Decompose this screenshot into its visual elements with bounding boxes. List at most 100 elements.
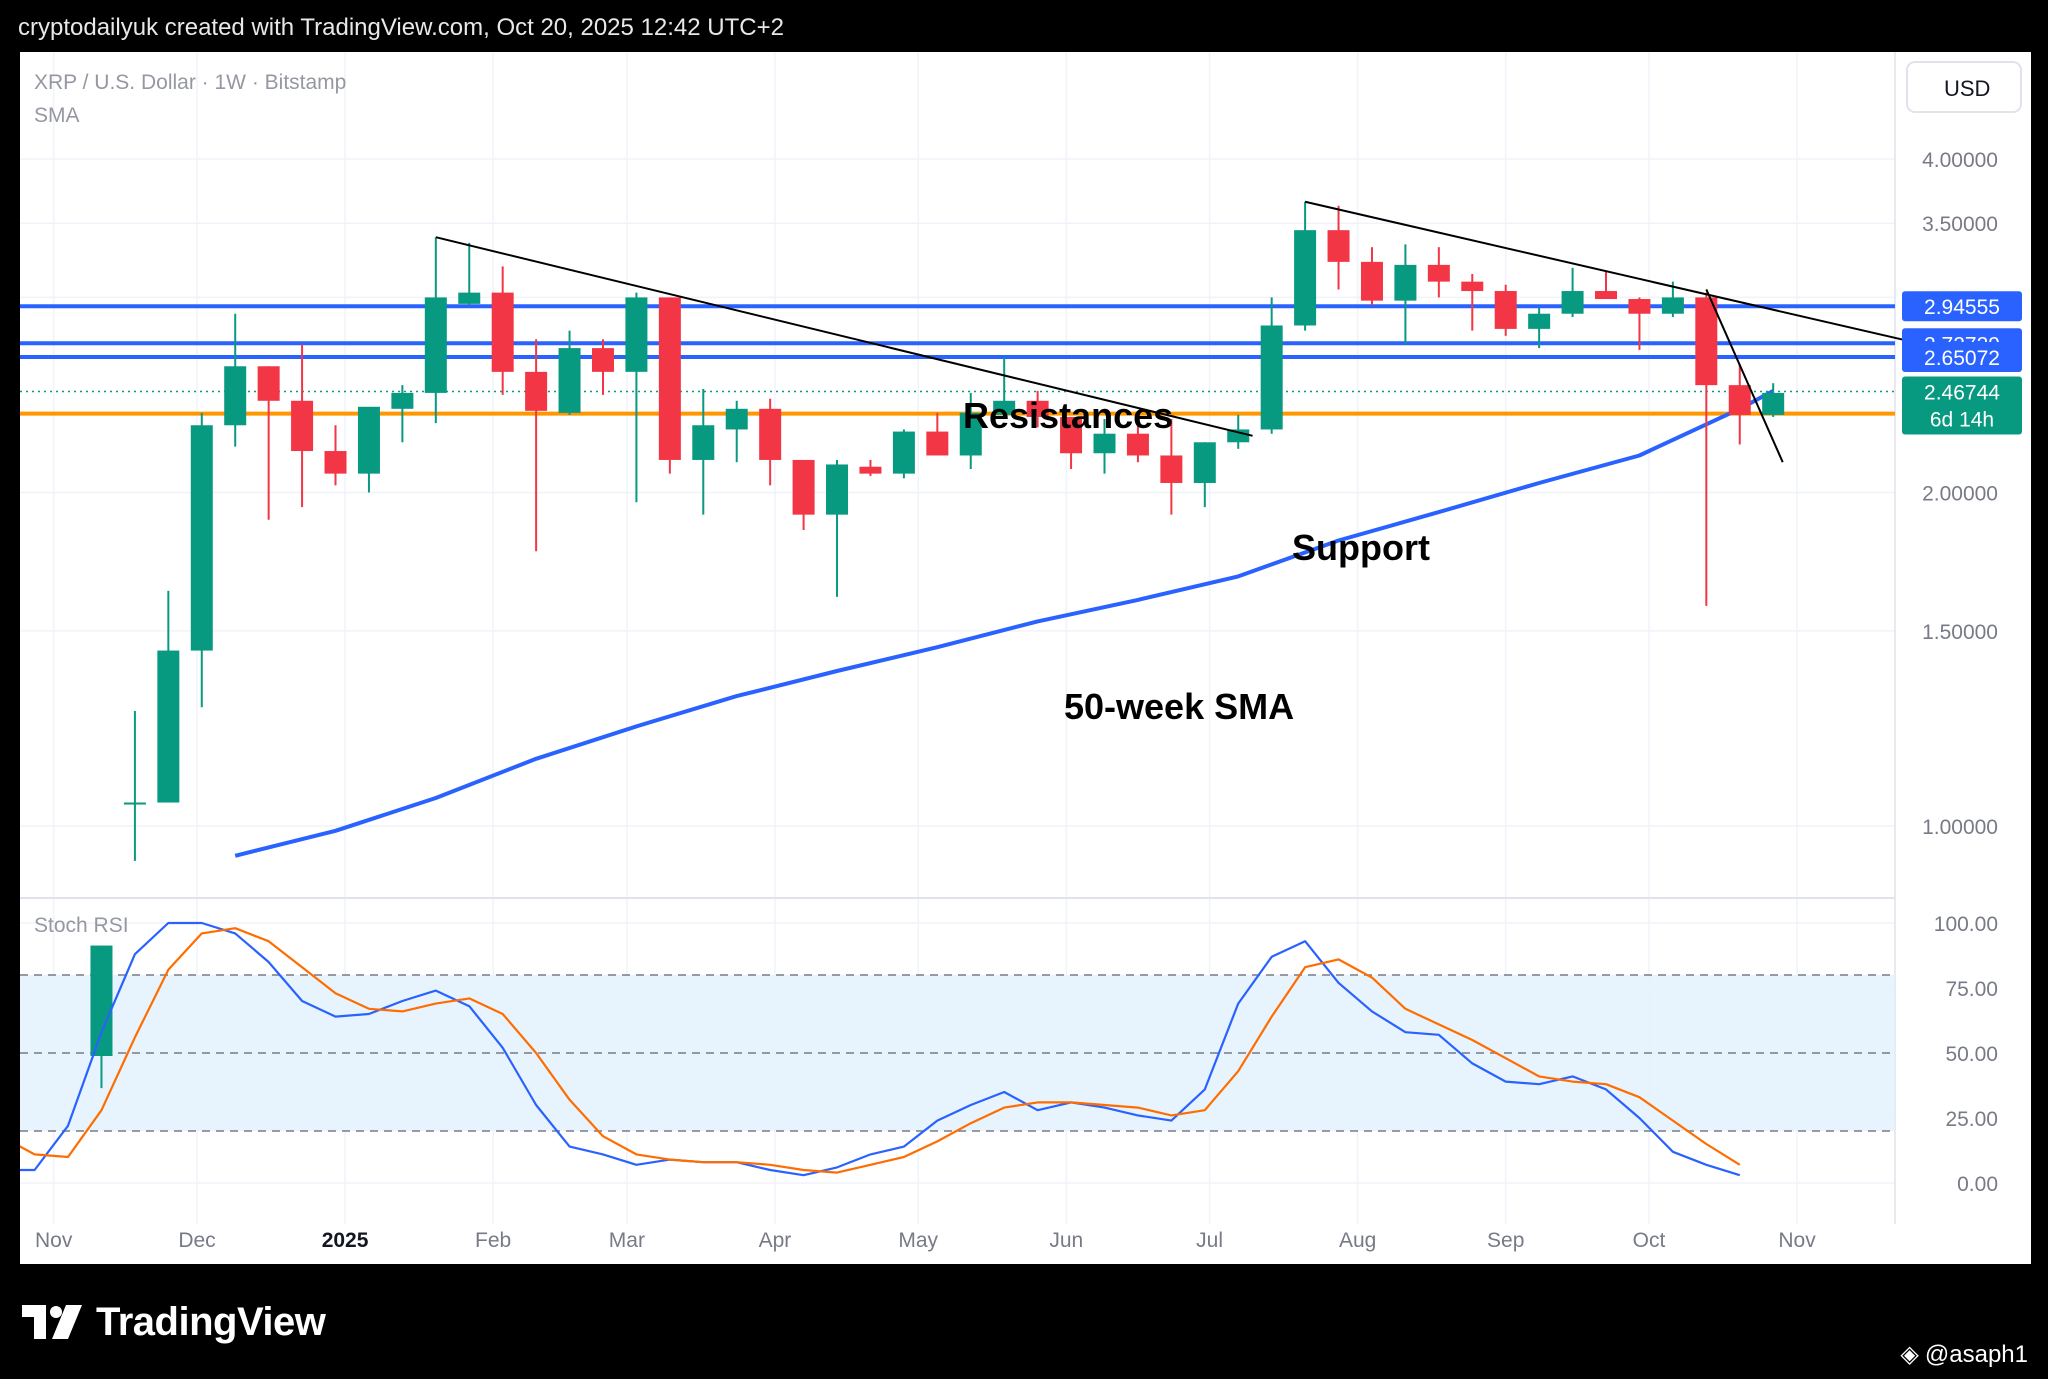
level-price-label: 2.94555 bbox=[1924, 296, 2000, 319]
currency-button-label: USD bbox=[1944, 76, 1990, 101]
x-tick-label: Oct bbox=[1633, 1229, 1666, 1252]
candle-body-up bbox=[123, 802, 146, 805]
last-price-countdown: 6d 14h bbox=[1930, 408, 1994, 431]
candle-body-down bbox=[291, 400, 314, 452]
candle-body-up bbox=[190, 425, 213, 651]
stoch-rsi-layer bbox=[20, 921, 1741, 1177]
candle-body-up bbox=[224, 366, 247, 426]
axis-layer: Nov Dec 2025 Feb Mar Apr May Jun Jul Aug Sep Oct Nov… bbox=[35, 149, 2022, 1252]
candle-body-up bbox=[558, 348, 581, 413]
sma-layer bbox=[234, 389, 1775, 858]
sma-indicator-label: SMA bbox=[34, 104, 80, 127]
candle-body-down bbox=[1026, 400, 1049, 417]
candle-body-up bbox=[1561, 291, 1584, 314]
trendline bbox=[435, 236, 1253, 437]
candle-body-up bbox=[458, 292, 481, 304]
tradingview-logo-icon bbox=[22, 1305, 82, 1339]
candle-body-down bbox=[324, 451, 347, 474]
binance-diamond-icon: ◈ bbox=[1900, 1341, 1919, 1368]
x-tick-label: Sep bbox=[1487, 1229, 1524, 1252]
y-tick-label: 1.50000 bbox=[1922, 621, 1998, 644]
chart-canvas[interactable]: XRP / U.S. Dollar · 1W · Bitstamp SMA St… bbox=[20, 52, 2031, 1264]
created-with-caption: cryptodailyuk created with TradingView.c… bbox=[18, 14, 784, 41]
candle-body-down bbox=[1126, 433, 1149, 456]
last-price-label: 2.46744 bbox=[1924, 381, 2000, 404]
x-tick-label: Aug bbox=[1339, 1229, 1376, 1252]
candle-body-up bbox=[1661, 297, 1684, 314]
candle-body-up bbox=[625, 297, 648, 372]
candle-body-up bbox=[157, 650, 180, 803]
x-tick-label: Dec bbox=[178, 1229, 215, 1252]
tradingview-logo-text: TradingView bbox=[96, 1299, 326, 1344]
y-tick-label: 1.00000 bbox=[1922, 816, 1998, 839]
stoch-y-tick-label: 100.00 bbox=[1934, 913, 1998, 936]
candle-body-down bbox=[926, 431, 949, 456]
labels-layer: XRP / U.S. Dollar · 1W · Bitstamp SMA St… bbox=[34, 71, 1430, 937]
candle-body-up bbox=[424, 297, 447, 393]
candle-body-up bbox=[1762, 392, 1785, 415]
author-credit: ◈ @asaph1 bbox=[1900, 1340, 2028, 1369]
candle-body-up bbox=[1394, 264, 1417, 301]
level-price-box bbox=[1902, 291, 2022, 322]
top-caption-bar: cryptodailyuk created with TradingView.c… bbox=[0, 0, 2048, 52]
candle-body-down bbox=[792, 459, 815, 515]
x-tick-label: Nov bbox=[1778, 1229, 1816, 1252]
candle-body-up bbox=[725, 408, 748, 430]
candle-body-down bbox=[1427, 264, 1450, 282]
candle-body-down bbox=[1461, 281, 1484, 292]
x-tick-label: Apr bbox=[759, 1229, 792, 1252]
candle-body-up bbox=[1528, 313, 1551, 329]
candle-body-down bbox=[1595, 291, 1618, 300]
candle-body-down bbox=[257, 366, 280, 401]
level-price-box bbox=[1902, 341, 2022, 372]
candle-body-up bbox=[692, 425, 715, 460]
stoch-y-tick-label: 25.00 bbox=[1945, 1108, 1998, 1131]
candle-body-down bbox=[1728, 385, 1751, 415]
trendline bbox=[1705, 289, 1784, 463]
y-tick-label: 4.00000 bbox=[1922, 149, 1998, 172]
x-tick-label: Nov bbox=[35, 1229, 73, 1252]
candle-body-down bbox=[1060, 416, 1083, 454]
stoch-y-tick-label: 75.00 bbox=[1945, 978, 1998, 1001]
candle-body-down bbox=[1360, 261, 1383, 301]
currency-button[interactable]: USD bbox=[1906, 61, 2022, 113]
y-tick-label: 2.00000 bbox=[1922, 483, 1998, 506]
tradingview-logo: TradingView bbox=[22, 1299, 326, 1344]
candle-body-down bbox=[1160, 455, 1183, 483]
stoch-rsi-label: Stoch RSI bbox=[34, 914, 129, 937]
candle-body-up bbox=[90, 945, 113, 1057]
x-tick-label: May bbox=[898, 1229, 938, 1252]
candle-body-down bbox=[759, 408, 782, 460]
x-tick-label: Mar bbox=[609, 1229, 645, 1252]
candle-body-up bbox=[1093, 433, 1116, 454]
candle-body-up bbox=[1294, 230, 1317, 326]
candle-body-up bbox=[959, 412, 982, 456]
candle-body-up bbox=[1193, 442, 1216, 483]
chart-panel[interactable]: XRP / U.S. Dollar · 1W · Bitstamp SMA St… bbox=[20, 52, 2031, 1264]
candle-body-down bbox=[1628, 299, 1651, 314]
candle-body-down bbox=[491, 292, 514, 372]
x-tick-label: Jul bbox=[1196, 1229, 1223, 1252]
candle-body-down bbox=[859, 466, 882, 474]
resistances-annotation: Resistances bbox=[963, 395, 1173, 436]
stoch-band-layer bbox=[20, 974, 1895, 1132]
sma-50-week-line bbox=[234, 389, 1775, 858]
candle-body-up bbox=[892, 431, 915, 474]
stoch-k-line bbox=[20, 921, 1741, 1177]
candle-body-down bbox=[1327, 230, 1350, 262]
level-price-label: 2.65072 bbox=[1924, 347, 2000, 370]
candle-body-up bbox=[993, 400, 1016, 415]
last-price-box bbox=[1902, 376, 2022, 435]
candle-body-down bbox=[1695, 297, 1718, 386]
candle-body-down bbox=[1494, 291, 1517, 329]
stoch-y-tick-label: 0.00 bbox=[1957, 1173, 1998, 1196]
sma-annotation: 50-week SMA bbox=[1064, 686, 1294, 727]
candle-body-up bbox=[1260, 325, 1283, 430]
x-tick-label: Feb bbox=[475, 1229, 511, 1252]
candle-body-up bbox=[357, 406, 380, 474]
candle-body-up bbox=[391, 392, 414, 409]
candle-body-down bbox=[525, 371, 548, 411]
candle-body-up bbox=[826, 464, 849, 515]
trendlines-layer bbox=[435, 200, 1917, 463]
x-tick-label: Jun bbox=[1049, 1229, 1083, 1252]
